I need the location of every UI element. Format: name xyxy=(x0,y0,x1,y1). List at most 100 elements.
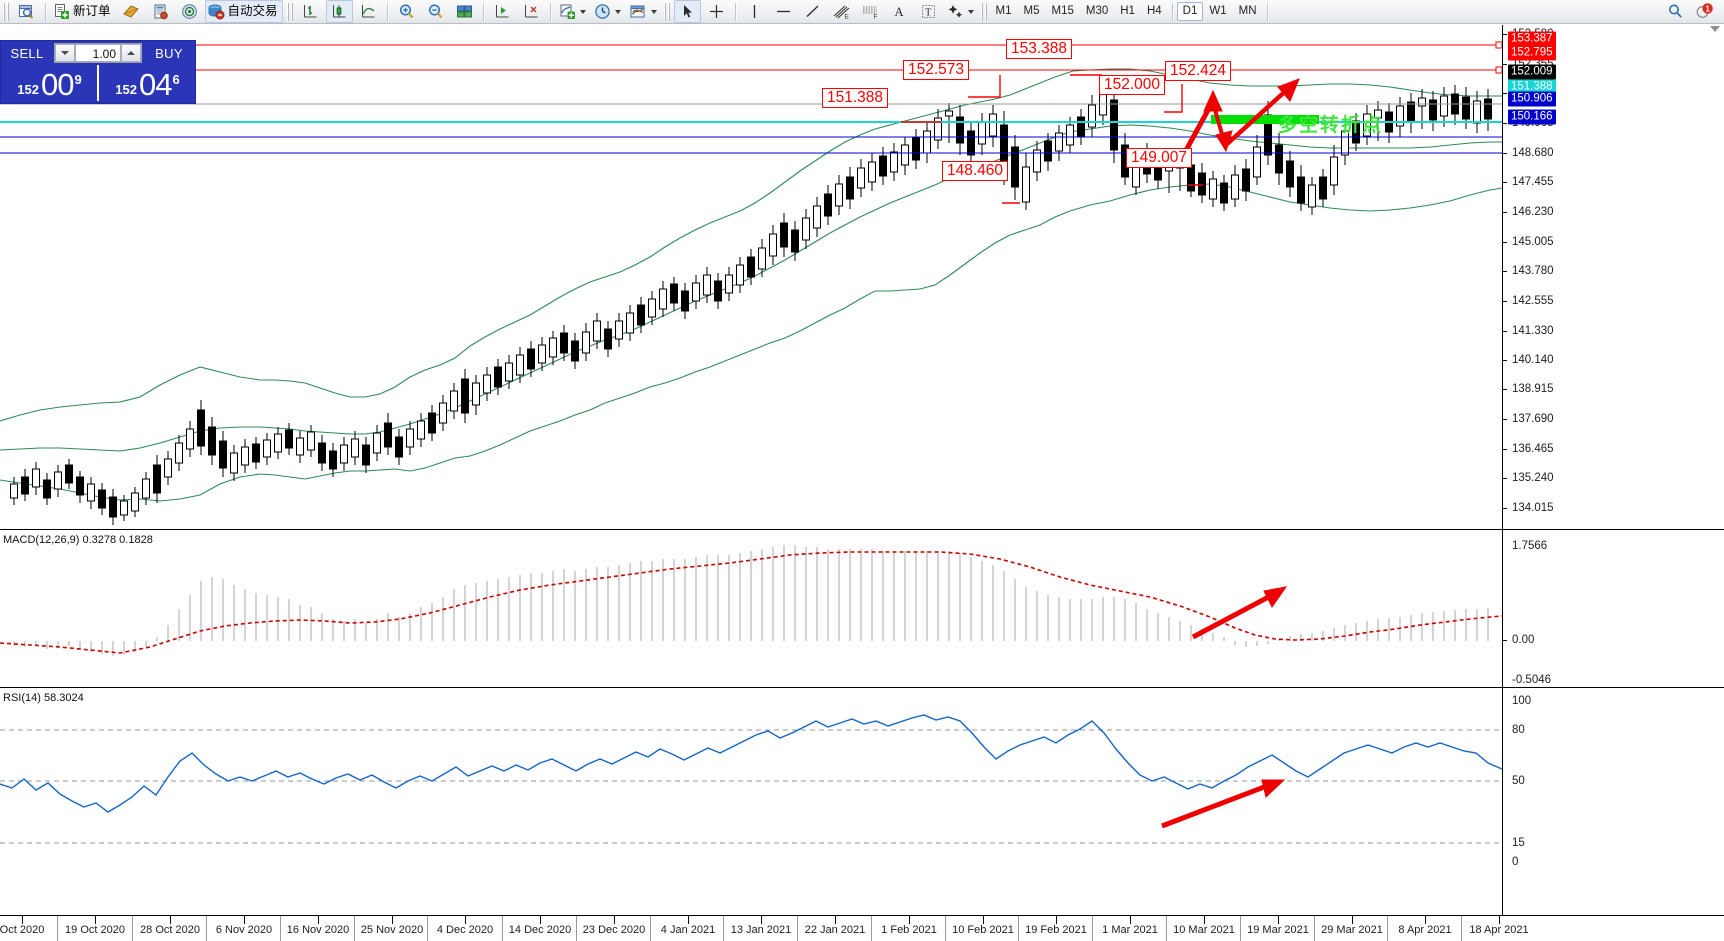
date-axis-divider xyxy=(354,916,355,941)
annotation-149007[interactable]: 149.007 xyxy=(1126,148,1193,168)
date-axis-label: 19 Oct 2020 xyxy=(65,924,125,936)
bar-chart-icon[interactable] xyxy=(297,0,324,23)
date-axis-divider xyxy=(723,916,724,941)
bollinger-upper-band xyxy=(0,68,1502,422)
svg-text:E: E xyxy=(844,14,849,21)
fibonacci-icon[interactable]: F xyxy=(857,0,884,23)
sell-price-sup: 9 xyxy=(74,72,82,87)
indicators-icon[interactable] xyxy=(556,0,589,23)
timeframe-h1[interactable]: H1 xyxy=(1120,5,1135,17)
date-axis-tick xyxy=(1425,916,1426,924)
macd-pane[interactable] xyxy=(0,533,1724,687)
price-level-badge[interactable]: 153.387 xyxy=(1508,31,1556,47)
auto-scroll-icon[interactable] xyxy=(518,0,545,23)
rsi-indicator-label: RSI(14) 58.3024 xyxy=(3,692,84,704)
chevron-down-icon-4[interactable] xyxy=(967,9,974,14)
date-axis-tick xyxy=(761,916,762,924)
toolbar-grip-4[interactable] xyxy=(980,2,988,21)
toolbar-divider-3 xyxy=(482,2,484,21)
rsi-levels xyxy=(0,729,1502,844)
new-order-button[interactable]: 新订单 xyxy=(51,0,116,23)
timeframe-m15[interactable]: M15 xyxy=(1051,5,1074,17)
annotation-148460[interactable]: 148.460 xyxy=(942,161,1009,181)
rsi-axis-label: 50 xyxy=(1512,775,1525,787)
timeframe-m30[interactable]: M30 xyxy=(1085,5,1109,17)
date-axis-divider xyxy=(1314,916,1315,941)
crosshair-icon[interactable] xyxy=(703,0,730,23)
shift-end-icon[interactable] xyxy=(489,0,516,23)
price-level-badge[interactable]: 152.795 xyxy=(1508,45,1556,61)
metaeditor-icon[interactable] xyxy=(118,0,145,23)
sell-price-prefix: 152 xyxy=(17,82,39,97)
date-axis-divider xyxy=(502,916,503,941)
date-axis-label: 18 Apr 2021 xyxy=(1469,924,1529,936)
annotation-151388[interactable]: 151.388 xyxy=(822,88,889,108)
vertical-line-icon[interactable] xyxy=(741,0,768,23)
search-icon[interactable] xyxy=(1662,0,1689,23)
timeframe-m5[interactable]: M5 xyxy=(1023,5,1040,17)
navigator-icon[interactable] xyxy=(176,0,203,23)
price-level-badge[interactable]: 150.906 xyxy=(1508,91,1556,107)
macd-indicator-label: MACD(12,26,9) 0.3278 0.1828 xyxy=(3,534,153,546)
volume-decrement-button[interactable] xyxy=(55,44,75,62)
magnifier-window-icon[interactable] xyxy=(13,0,40,23)
annotation-turning-point-note[interactable]: 多空转折点 xyxy=(1278,114,1384,136)
date-axis-label: 23 Dec 2020 xyxy=(582,924,646,936)
annotation-153388[interactable]: 153.388 xyxy=(1006,39,1073,59)
zoom-in-icon[interactable] xyxy=(393,0,420,23)
period-clock-icon[interactable] xyxy=(591,0,624,23)
price-axis-label: 142.555 xyxy=(1512,295,1554,308)
templates-icon[interactable] xyxy=(626,0,660,23)
date-axis[interactable]: Oct 2020 19 Oct 2020 28 Oct 2020 6 Nov 2020… xyxy=(0,915,1724,941)
toolbar-grip-3[interactable] xyxy=(663,2,671,21)
toolbar-grip[interactable] xyxy=(3,2,10,21)
alerts-badge-icon[interactable]: 1 xyxy=(1691,0,1718,23)
text-label-icon[interactable]: T xyxy=(915,0,942,23)
zoom-out-icon[interactable] xyxy=(422,0,449,23)
trendline-icon[interactable] xyxy=(799,0,826,23)
shapes-icon[interactable] xyxy=(944,0,977,23)
tile-windows-icon[interactable] xyxy=(451,0,478,23)
timeframe-d1[interactable]: D1 xyxy=(1176,2,1204,21)
buy-price[interactable]: 152 04 6 xyxy=(97,65,195,101)
scroll-down-arrow-icon[interactable] xyxy=(1710,26,1720,32)
price-level-badge[interactable]: 152.009 xyxy=(1508,64,1556,80)
price-axis-label: 137.690 xyxy=(1512,412,1554,425)
price-chart-pane[interactable] xyxy=(0,25,1724,530)
volume-stepper[interactable]: 1.00 xyxy=(54,43,142,63)
timeframe-m1[interactable]: M1 xyxy=(995,5,1012,17)
candlestick-chart-icon[interactable] xyxy=(325,0,353,23)
annotation-152573[interactable]: 152.573 xyxy=(903,60,970,80)
chevron-down-icon-3[interactable] xyxy=(650,9,657,14)
sell-button[interactable]: SELL xyxy=(10,45,44,61)
price-axis-tick xyxy=(1502,508,1507,509)
one-click-trading-panel[interactable]: SELL 1.00 BUY 152 00 9 152 04 6 xyxy=(0,40,196,104)
date-axis-label: 19 Feb 2021 xyxy=(1025,924,1087,936)
equidistant-channel-icon[interactable]: E xyxy=(828,0,855,23)
horizontal-line-icon[interactable] xyxy=(770,0,797,23)
price-axis-tick xyxy=(1502,123,1507,125)
autotrading-button[interactable]: 自动交易 xyxy=(204,0,283,23)
line-chart-icon[interactable] xyxy=(355,0,382,23)
price-level-badge[interactable]: 150.166 xyxy=(1508,109,1556,125)
chevron-down-icon[interactable] xyxy=(579,9,586,14)
text-icon[interactable]: A xyxy=(886,0,913,23)
cursor-icon[interactable] xyxy=(673,0,701,23)
timeframe-w1[interactable]: W1 xyxy=(1209,5,1227,17)
date-axis-label: 1 Mar 2021 xyxy=(1102,924,1158,936)
macd-axis-label: -0.5046 xyxy=(1512,674,1552,686)
volume-input[interactable]: 1.00 xyxy=(75,44,121,62)
sell-price[interactable]: 152 00 9 xyxy=(1,65,97,101)
timeframe-mn[interactable]: MN xyxy=(1238,5,1257,17)
chevron-down-icon-2[interactable] xyxy=(614,9,621,14)
macd-histogram xyxy=(13,545,1489,656)
toolbar-grip-2[interactable] xyxy=(286,2,294,21)
volume-increment-button[interactable] xyxy=(121,44,141,62)
annotation-152424[interactable]: 152.424 xyxy=(1165,61,1232,81)
buy-button[interactable]: BUY xyxy=(155,45,183,61)
terminal-icon[interactable] xyxy=(147,0,174,23)
timeframe-h4[interactable]: H4 xyxy=(1146,5,1162,17)
annotation-152000[interactable]: 152.000 xyxy=(1099,75,1166,95)
rsi-pane[interactable] xyxy=(0,691,1724,915)
price-level-badge[interactable]: 151.388 xyxy=(1508,79,1556,95)
